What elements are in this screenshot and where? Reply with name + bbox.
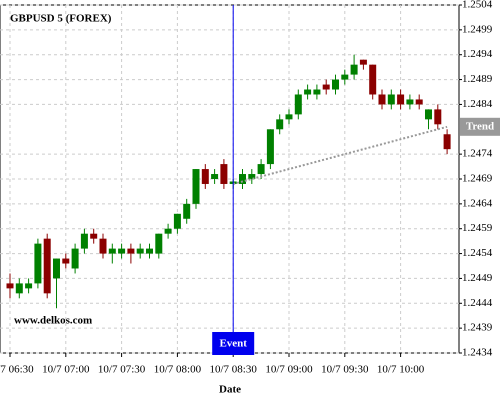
candle-body <box>387 94 395 105</box>
x-tick-label: 10/7 10:00 <box>377 364 425 376</box>
event-label: Event <box>219 338 247 350</box>
y-tick-label: 1.2484 <box>462 98 493 110</box>
candle-body <box>108 248 116 254</box>
y-tick-label: 1.2459 <box>462 222 493 234</box>
candle-body <box>25 283 33 289</box>
y-tick-label: 1.2504 <box>462 0 493 11</box>
trend-label-box <box>460 117 500 136</box>
candle-body <box>397 94 405 105</box>
x-tick-label: 10/7 09:00 <box>265 364 313 376</box>
candle-body <box>164 228 172 234</box>
trend-line <box>232 125 448 185</box>
candle-body <box>434 109 442 125</box>
candle-body <box>118 248 126 254</box>
candle-body <box>248 174 256 179</box>
candle-body <box>285 114 293 120</box>
y-tick-label: 1.2444 <box>462 297 493 309</box>
candle-body <box>6 283 14 289</box>
candle-body <box>80 233 88 249</box>
candle-body <box>266 129 274 165</box>
x-tick-label: 10/7 07:00 <box>42 364 90 376</box>
candle-body <box>406 99 414 105</box>
candle-body <box>192 169 200 204</box>
candle-body <box>220 164 228 184</box>
candle-body <box>99 238 107 254</box>
candle-body <box>173 213 181 229</box>
y-tick-label: 1.2449 <box>462 272 493 284</box>
candle-body <box>43 238 51 294</box>
x-tick-label: 10/7 09:30 <box>321 364 369 376</box>
y-tick-label: 1.2454 <box>462 247 493 259</box>
candle-body <box>322 84 330 90</box>
candle-body <box>136 248 144 254</box>
y-tick-label: 1.2494 <box>462 48 493 60</box>
candle-body <box>359 59 367 65</box>
y-tick-label: 1.2489 <box>462 73 493 85</box>
candle-body <box>332 79 339 90</box>
x-tick-label: 10/7 06:30 <box>0 364 34 376</box>
candle-body <box>53 258 60 279</box>
candle-body <box>313 89 321 95</box>
candle-body <box>201 169 209 184</box>
candle-body <box>127 248 135 254</box>
candle-body <box>443 134 451 150</box>
candle-body <box>257 164 265 175</box>
candle-body <box>155 233 163 254</box>
candle-body <box>34 243 42 284</box>
chart-title: GBPUSD 5 (FOREX) <box>10 13 112 25</box>
event-label-box <box>212 332 255 355</box>
candle-body <box>239 174 246 184</box>
candle-body <box>146 248 153 254</box>
candle-body <box>350 64 358 75</box>
y-tick-label: 1.2434 <box>462 347 493 359</box>
trend-label: Trend <box>466 120 494 132</box>
x-tick-label: 10/7 08:30 <box>210 364 258 376</box>
candle-body <box>183 203 191 219</box>
x-tick-label: 10/7 08:00 <box>154 364 202 376</box>
candle-body <box>211 174 219 179</box>
y-tick-label: 1.2499 <box>462 23 493 35</box>
candle-body <box>369 64 377 95</box>
candle-body <box>378 94 386 105</box>
x-axis-label: Date <box>219 384 241 396</box>
candle-body <box>415 99 423 105</box>
candle-body <box>71 248 79 269</box>
candle-body <box>425 109 432 120</box>
candle-body <box>341 74 349 80</box>
candle-body <box>90 233 98 239</box>
candle-body <box>304 89 312 95</box>
candle-body <box>294 94 302 115</box>
candle-body <box>276 119 284 130</box>
y-tick-label: 1.2474 <box>462 148 493 160</box>
y-tick-label: 1.2469 <box>462 173 493 185</box>
y-tick-label: 1.2439 <box>462 322 493 334</box>
watermark: www.delkos.com <box>14 315 92 327</box>
candle-body <box>15 283 23 294</box>
x-tick-label: 10/7 07:30 <box>98 364 146 376</box>
y-tick-label: 1.2464 <box>462 197 493 209</box>
candle-body <box>62 258 70 264</box>
